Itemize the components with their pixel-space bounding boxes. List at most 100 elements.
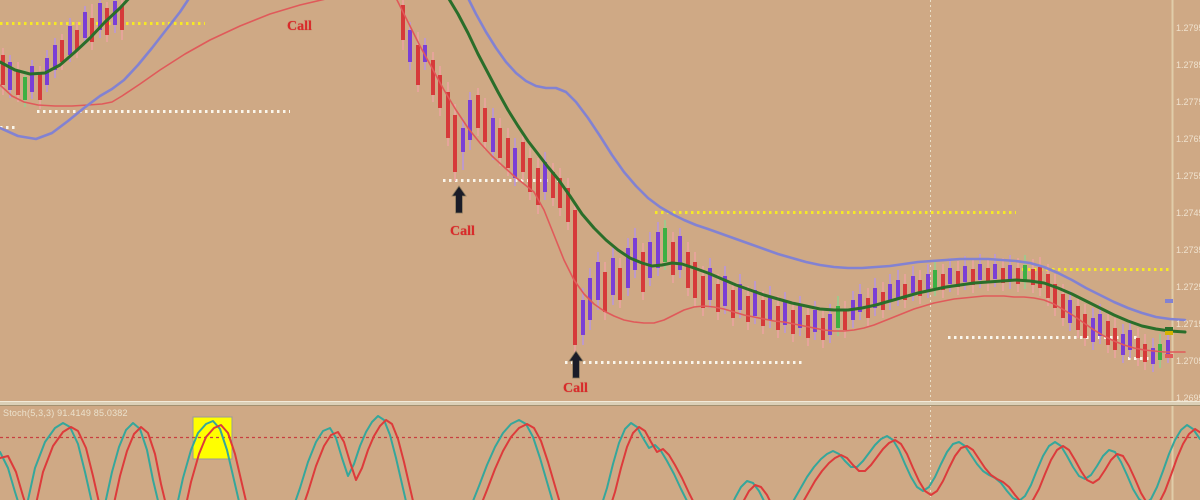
candle-body (963, 266, 967, 282)
candle-body (408, 30, 412, 62)
candle-body (986, 268, 990, 283)
candle-body (896, 280, 900, 298)
candle-body (1128, 330, 1132, 350)
price-label: 1.2795 (1176, 23, 1200, 33)
call-signal-label: Call (563, 381, 588, 396)
candle-body (483, 108, 487, 142)
ma-red-line (0, 0, 325, 107)
candle-body (948, 268, 952, 284)
stoch-d-line (0, 419, 1200, 500)
candle-body (8, 62, 12, 90)
candle-body (746, 296, 750, 322)
candle-body (536, 168, 540, 205)
candle-body (558, 178, 562, 208)
candle-body (791, 310, 795, 334)
candle-body (723, 276, 727, 306)
candle-body (1023, 265, 1027, 281)
candle-body (401, 5, 405, 40)
candle-body (446, 92, 450, 138)
axis-price-tag (1165, 354, 1173, 358)
candle-body (1031, 269, 1035, 285)
call-signal-label: Call (287, 19, 312, 34)
candle-body (551, 172, 555, 198)
candles-layer (1, 0, 1170, 372)
candle-body (528, 158, 532, 192)
candle-body (918, 280, 922, 296)
candle-body (453, 115, 457, 172)
ma-red-line (396, 0, 1186, 353)
candle-body (98, 3, 102, 30)
candle-body (1106, 321, 1110, 345)
candle-body (438, 75, 442, 108)
panel-separator (0, 401, 1200, 406)
candle-body (738, 284, 742, 310)
candle-body (83, 12, 87, 38)
candle-body (926, 274, 930, 290)
candle-body (521, 142, 525, 172)
axis-price-tag (1165, 327, 1173, 331)
stoch-k-line (0, 415, 1200, 500)
candle-body (911, 276, 915, 293)
price-label: 1.2755 (1176, 171, 1200, 181)
candle-body (626, 248, 630, 288)
price-label: 1.2785 (1176, 60, 1200, 70)
candle-body (813, 310, 817, 332)
candle-body (768, 296, 772, 320)
ma-layer (0, 0, 1187, 353)
indicator-layer (0, 415, 1200, 500)
candle-body (641, 252, 645, 292)
up-arrow-icon (451, 185, 467, 214)
candle-body (881, 292, 885, 310)
candle-body (888, 284, 892, 302)
candle-body (506, 138, 510, 168)
candle-body (581, 300, 585, 335)
price-label: 1.2735 (1176, 245, 1200, 255)
price-label: 1.2765 (1176, 134, 1200, 144)
candle-body (1001, 268, 1005, 283)
candle-body (60, 40, 64, 62)
candle-body (663, 228, 667, 262)
candle-body (53, 45, 57, 70)
candle-body (491, 118, 495, 152)
candle-body (693, 262, 697, 298)
candle-body (776, 306, 780, 330)
indicator-label: Stoch(5,3,3) 91.4149 85.0382 (3, 408, 128, 418)
candle-body (498, 128, 502, 158)
call-signal-label: Call (450, 224, 475, 239)
candle-body (611, 258, 615, 295)
candle-body (90, 18, 94, 42)
candle-body (798, 306, 802, 328)
candle-body (701, 276, 705, 308)
candle-body (1143, 344, 1147, 362)
price-label: 1.2715 (1176, 319, 1200, 329)
candle-body (783, 302, 787, 325)
candle-body (686, 252, 690, 288)
candle-body (566, 188, 570, 222)
ma-blue-line (467, 0, 1187, 322)
candle-body (16, 70, 20, 95)
candle-body (671, 242, 675, 275)
candle-body (30, 66, 34, 92)
up-arrow-icon (568, 350, 584, 379)
candle-body (1113, 328, 1117, 350)
candle-body (1166, 340, 1170, 355)
candle-body (1083, 314, 1087, 338)
candle-body (761, 300, 765, 326)
price-label: 1.2775 (1176, 97, 1200, 107)
price-label: 1.2705 (1176, 356, 1200, 366)
candle-body (476, 95, 480, 128)
candle-body (68, 26, 72, 55)
ma-green-line (447, 0, 1187, 334)
candle-body (23, 77, 27, 100)
candle-body (656, 232, 660, 268)
candle-body (618, 268, 622, 300)
candle-body (1053, 284, 1057, 308)
price-label: 1.2745 (1176, 208, 1200, 218)
candle-body (633, 238, 637, 270)
axis-price-tag (1165, 299, 1173, 303)
candle-body (38, 73, 42, 100)
candle-body (753, 290, 757, 316)
candle-body (1151, 348, 1155, 364)
